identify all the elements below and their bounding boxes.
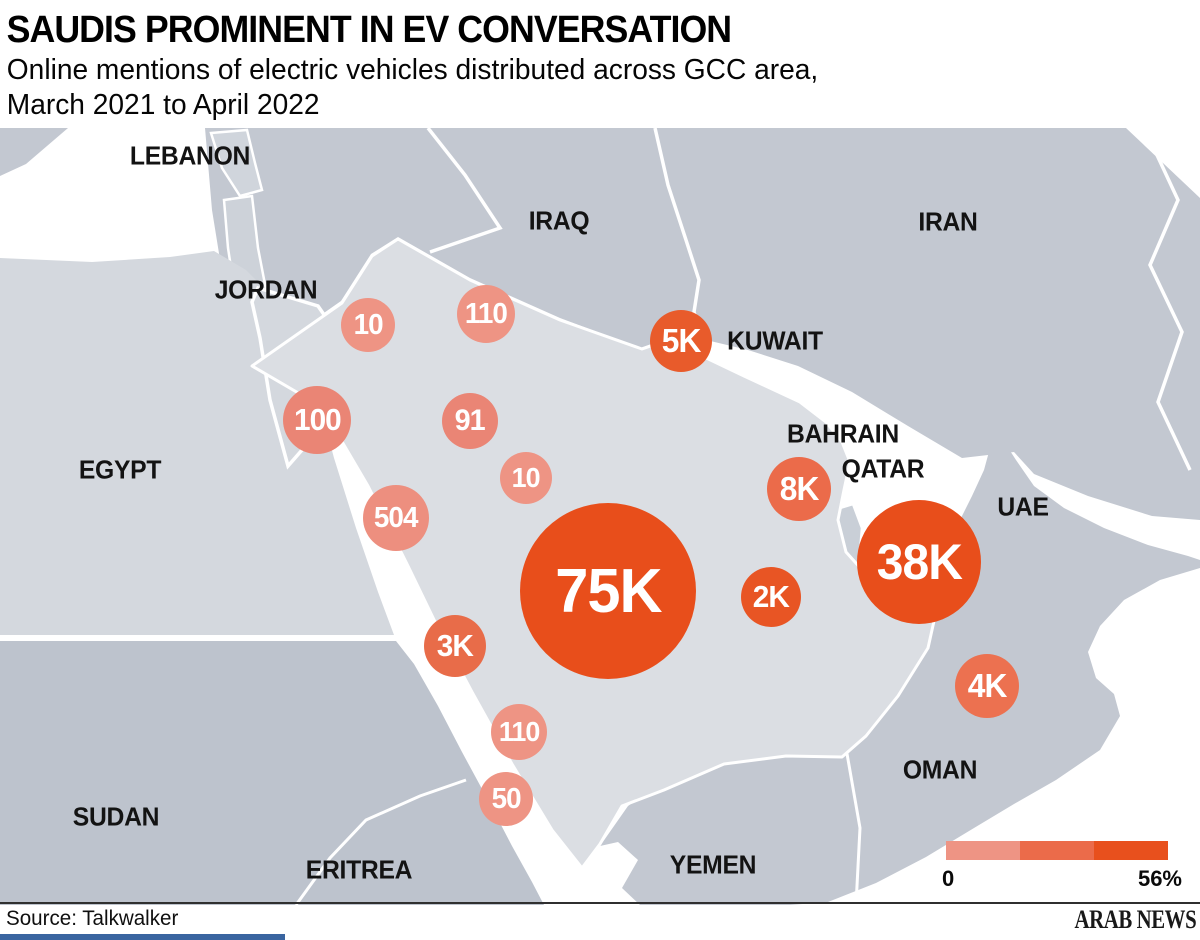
- subtitle-line-2: March 2021 to April 2022: [6, 89, 320, 121]
- legend-segment-2: [1020, 841, 1094, 860]
- page-title: SAUDIS PROMINENT IN EV CONVERSATION: [6, 9, 733, 51]
- color-scale-legend: 0 56%: [942, 841, 1182, 892]
- caspian-wedge: [1126, 128, 1200, 198]
- yemen-oman-border: [844, 747, 862, 906]
- legend-labels: 0 56%: [942, 866, 1182, 892]
- top-left-coast-corner: [0, 128, 68, 176]
- subtitle-line-1: Online mentions of electric vehicles dis…: [6, 54, 819, 86]
- header: SAUDIS PROMINENT IN EV CONVERSATION Onli…: [0, 0, 1200, 128]
- footer-blue-bar: [0, 934, 285, 940]
- sudan-eritrea-landmass: [0, 641, 544, 905]
- legend-segment-3: [1094, 841, 1168, 860]
- source-credit: Source: Talkwalker: [6, 907, 179, 930]
- arab-news-logo: ARAB NEWS: [1074, 905, 1196, 934]
- legend-gradient-bar: [946, 841, 1168, 860]
- syria-iraq-border: [426, 126, 503, 254]
- legend-max-label: 56%: [1137, 866, 1182, 891]
- sudan-eritrea-border: [294, 778, 467, 906]
- lebanon-shape: [209, 128, 264, 198]
- footer-divider-line: [0, 902, 1200, 904]
- legend-segment-1: [946, 841, 1020, 860]
- iran-east-border: [1148, 139, 1192, 471]
- legend-min-label: 0: [942, 866, 955, 891]
